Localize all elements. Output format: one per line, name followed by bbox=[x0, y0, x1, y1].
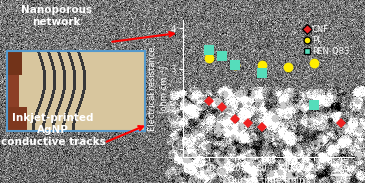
Legend: CNF, PI, PEN-Q83: CNF, PI, PEN-Q83 bbox=[304, 24, 350, 57]
Text: Inkjet-printed
AgNP
conductive tracks: Inkjet-printed AgNP conductive tracks bbox=[1, 113, 105, 147]
Text: 100nm: 100nm bbox=[331, 168, 353, 173]
X-axis label: Curing time [min]: Curing time [min] bbox=[228, 176, 308, 183]
Text: Nanoporous
network: Nanoporous network bbox=[21, 5, 92, 27]
Y-axis label: Electrical resistance
[ohm.cm⁻¹]: Electrical resistance [ohm.cm⁻¹] bbox=[148, 46, 168, 131]
